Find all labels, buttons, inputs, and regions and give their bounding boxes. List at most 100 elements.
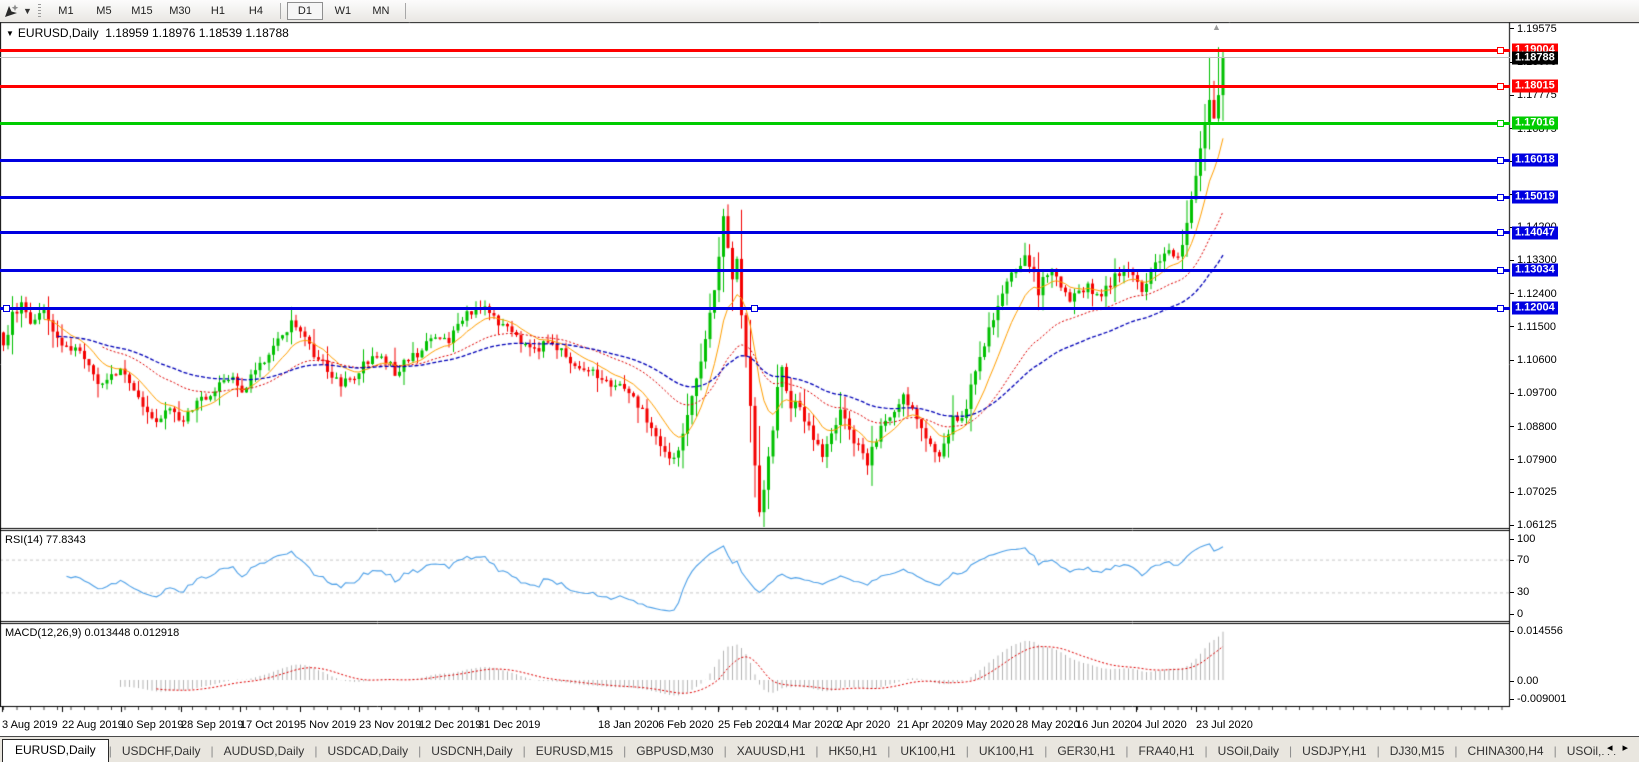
macd-level-label: 0.014556 [1517, 625, 1563, 637]
chart-tab-eurusd-daily[interactable]: EURUSD,Daily [2, 739, 109, 762]
timeframe-button-h1[interactable]: H1 [210, 5, 225, 17]
rsi-axis-tick [1510, 592, 1514, 594]
rsi-level-label: 30 [1517, 586, 1530, 599]
price-line-label: 1.12004 [1512, 301, 1558, 315]
rsi-axis-tick [1510, 539, 1514, 540]
line-anchor-handle[interactable] [1497, 119, 1504, 127]
date-label: 18 Jan 2020 [598, 719, 659, 731]
line-anchor-handle[interactable] [1497, 156, 1504, 164]
timeframe-button-h4[interactable]: H4 [248, 5, 263, 17]
line-anchor-handle[interactable] [1497, 304, 1504, 312]
price-level-line[interactable] [0, 268, 1510, 272]
macd-indicator-label: MACD(12,26,9) 0.013448 0.012918 [5, 627, 180, 639]
chart-tab-audusd-daily[interactable]: AUDUSD,Daily [223, 744, 305, 758]
line-anchor-handle[interactable] [1497, 82, 1504, 90]
timeframe-button-m15[interactable]: M15 [131, 5, 153, 17]
rsi-axis-tick [1510, 614, 1514, 615]
chart-shift-marker-icon[interactable]: ▲ [1212, 22, 1221, 32]
chart-tab-fra40-h1[interactable]: FRA40,H1 [1138, 744, 1195, 758]
line-anchor-handle[interactable] [1497, 266, 1504, 274]
tab-divider: | [887, 744, 891, 758]
price-level-line[interactable] [0, 48, 1510, 52]
last-price-line [0, 57, 1510, 59]
tab-divider: | [1125, 744, 1129, 758]
tab-divider: | [210, 744, 214, 758]
price-axis-tick-label: 1.11500 [1517, 320, 1556, 333]
chart-tab-dj30-m15[interactable]: DJ30,M15 [1389, 744, 1445, 758]
price-level-line[interactable] [0, 121, 1510, 125]
dropdown-caret-icon[interactable]: ▼ [23, 6, 32, 16]
chart-tab-usdjpy-h1[interactable]: USDJPY,H1 [1302, 744, 1367, 758]
price-axis-tick [1510, 459, 1514, 461]
toolbar-separator [279, 3, 281, 19]
chart-tab-usdcad-daily[interactable]: USDCAD,Daily [327, 744, 409, 758]
price-line-label: 1.13034 [1512, 263, 1558, 277]
line-anchor-handle[interactable] [1497, 193, 1504, 201]
tab-divider: | [1454, 744, 1458, 758]
price-axis-tick-label: 1.07025 [1517, 486, 1557, 499]
timeframe-button-mn[interactable]: MN [372, 5, 390, 17]
chart-tab-gbpusd-m30[interactable]: GBPUSD,M30 [636, 744, 714, 758]
chart-tab-hk50-h1[interactable]: HK50,H1 [828, 744, 878, 758]
date-label: 4 Jul 2020 [1136, 719, 1187, 731]
chart-tab-china300-h4[interactable]: CHINA300,H4 [1467, 744, 1544, 758]
chart-tab-usdchf-daily[interactable]: USDCHF,Daily [121, 744, 201, 758]
chart-tab-usdcnh-daily[interactable]: USDCNH,Daily [431, 744, 513, 758]
timeframe-button-d1[interactable]: D1 [286, 2, 323, 20]
chart-symbol-period: EURUSD,Daily [17, 26, 99, 40]
macd-axis-tick [1510, 681, 1514, 682]
chart-tab-ger30-h1[interactable]: GER30,H1 [1057, 744, 1116, 758]
price-axis-tick [1510, 94, 1514, 96]
date-label: 14 Mar 2020 [777, 719, 839, 731]
chart-title[interactable]: ▼ EURUSD,Daily 1.18959 1.18976 1.18539 1.… [6, 26, 289, 40]
line-anchor-handle[interactable] [1497, 46, 1504, 54]
timeframe-button-m1[interactable]: M1 [58, 5, 74, 17]
price-line-label: 1.18015 [1512, 79, 1558, 93]
macd-level-label: -0.009001 [1517, 693, 1567, 705]
toolbar: ▼ M1 M5 M15 M30 H1 H4 D1 W1 MN [0, 0, 1639, 22]
price-axis-tick [1510, 359, 1514, 361]
chart-tab-usoil-daily[interactable]: USOil,Daily [1217, 744, 1279, 758]
price-line-label: 1.17016 [1512, 116, 1558, 130]
rsi-level-label: 0 [1517, 608, 1524, 620]
line-anchor-handle[interactable] [1497, 229, 1504, 237]
tab-divider: | [314, 744, 318, 758]
tab-divider: | [623, 744, 627, 758]
chart-tab-xauusd-h1[interactable]: XAUUSD,H1 [736, 744, 806, 758]
tab-divider: | [1288, 744, 1293, 758]
price-line-label: 1.14047 [1512, 226, 1558, 240]
price-level-line[interactable] [0, 84, 1510, 88]
tab-scroll-right-icon[interactable]: ▸ [1622, 742, 1628, 754]
chart-tab-uk100-h1[interactable]: UK100,H1 [978, 744, 1035, 758]
tab-scroll-arrows: ◂ ▸ [1597, 741, 1637, 754]
rsi-level-label: 100 [1517, 533, 1536, 545]
macd-axis-tick [1510, 699, 1514, 700]
date-label: 23 Nov 2019 [359, 719, 422, 731]
collapse-triangle-icon[interactable]: ▼ [6, 29, 14, 38]
tab-divider: | [522, 744, 526, 758]
chart-tab-uk100-h1[interactable]: UK100,H1 [900, 744, 956, 758]
tab-scroll-left-icon[interactable]: ◂ [1606, 742, 1613, 754]
timeframe-button-m30[interactable]: M30 [169, 5, 191, 17]
toolbar-grip-handle[interactable] [37, 4, 41, 18]
date-label: 21 Apr 2020 [897, 719, 957, 731]
rsi-level-label: 70 [1517, 553, 1530, 566]
timeframe-button-w1[interactable]: W1 [334, 5, 352, 17]
price-level-line[interactable] [0, 158, 1510, 162]
timeframe-button-group: M1 M5 M15 M30 H1 H4 D1 W1 MN [47, 0, 411, 22]
rsi-axis-tick [1510, 559, 1514, 561]
price-axis-tick-label: 1.06125 [1517, 519, 1557, 532]
tab-divider: | [1376, 744, 1380, 758]
chart-tab-eurusd-m15[interactable]: EURUSD,M15 [535, 744, 614, 758]
price-level-line[interactable] [0, 195, 1510, 199]
date-label: 12 Dec 2019 [419, 719, 482, 731]
crosshair-tool-icon[interactable] [3, 3, 21, 19]
date-label: 2 Apr 2020 [837, 719, 891, 731]
timeframe-button-m5[interactable]: M5 [96, 5, 112, 17]
tab-divider: | [108, 744, 112, 758]
line-selection-handle[interactable] [3, 304, 10, 312]
line-selection-handle[interactable] [751, 304, 758, 312]
price-level-line[interactable] [0, 231, 1510, 235]
